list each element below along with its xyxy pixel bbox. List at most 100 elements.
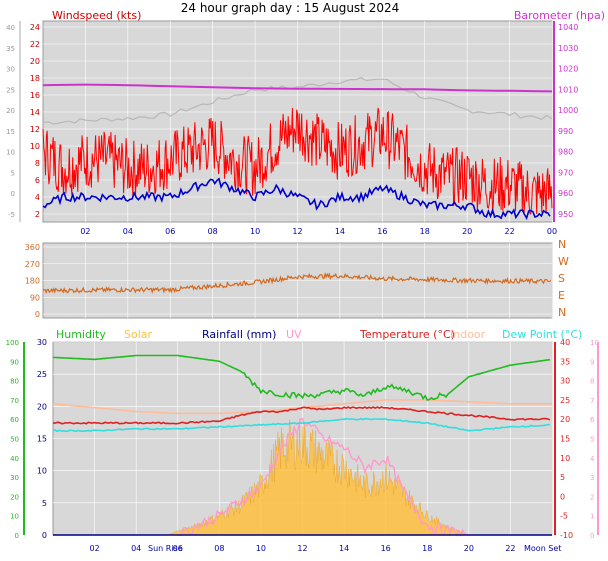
humidity-tick-label: 100	[6, 339, 19, 347]
temperature-tick-label: 35	[560, 357, 570, 366]
legend-entry: Indoor	[450, 328, 486, 341]
temperature-tick-label: 0	[560, 492, 565, 501]
rainfall-tick-label: 25	[37, 370, 47, 379]
x-tick-label: 06	[173, 544, 183, 553]
x-tick-label: 18	[422, 544, 432, 553]
legend-entry: Rainfall (mm)	[202, 328, 276, 341]
uv-tick-label: 9	[590, 358, 594, 366]
barometer-line	[42, 83, 553, 93]
rainfall-tick-label: 15	[37, 435, 47, 444]
faint-tick-label: 35	[6, 45, 15, 53]
temperature-line	[52, 406, 551, 425]
uv-tick-label: 7	[590, 397, 594, 405]
wind-tick-label: 6	[35, 176, 40, 185]
legend-entry: UV	[286, 328, 302, 341]
uv-line	[177, 418, 468, 537]
baro-tick-label: 990	[558, 127, 573, 136]
faint-tick-label: 5	[11, 169, 15, 177]
humidity-tick-label: 80	[10, 378, 19, 386]
x-tick-label: 00	[547, 227, 557, 236]
faint-tick-label: 10	[6, 149, 15, 157]
direction-tick-label: 0	[35, 310, 40, 319]
compass-label: N	[558, 238, 566, 251]
faint-tick-label: -5	[8, 211, 15, 219]
faint-tick-label: 25	[6, 86, 15, 94]
wind-tick-label: 4	[35, 193, 40, 202]
x-tick-label: 20	[464, 544, 474, 553]
x-tick-label: 02	[89, 544, 99, 553]
x-tick-label: 12	[292, 227, 302, 236]
faint-series-line	[42, 77, 553, 125]
temperature-tick-label: 15	[560, 435, 570, 444]
wind-tick-label: 12	[30, 125, 40, 134]
wind-axis-label: Windspeed (kts)	[52, 9, 141, 22]
legend-entry: Dew Point (°C)	[502, 328, 582, 341]
humidity-tick-label: 50	[10, 436, 19, 444]
rainfall-tick-label: 10	[37, 467, 47, 476]
temperature-tick-label: 20	[560, 415, 570, 424]
humidity-tick-label: 20	[10, 493, 19, 501]
wind-tick-label: 24	[30, 23, 40, 32]
x-tick-label: 04	[131, 544, 141, 553]
wind-tick-label: 8	[35, 159, 40, 168]
x-tick-label: 16	[381, 544, 391, 553]
wind-tick-label: 22	[30, 40, 40, 49]
uv-tick-label: 1	[590, 513, 594, 521]
uv-tick-label: 8	[590, 378, 594, 386]
compass-label: E	[558, 289, 565, 302]
baro-tick-label: 1020	[558, 65, 578, 74]
dewpoint-line	[53, 417, 550, 433]
temperature-panel: 1009080706050403020100302520151050403530…	[6, 328, 599, 553]
legend-entry: Humidity	[56, 328, 106, 341]
faint-tick-label: 30	[6, 66, 15, 74]
compass-label: N	[558, 306, 566, 319]
x-tick-label: 14	[339, 544, 349, 553]
sunrise-marker: Sun Rise	[148, 544, 183, 553]
wind-tick-label: 10	[30, 142, 40, 151]
temperature-tick-label: 10	[560, 454, 570, 463]
temperature-tick-label: -5	[560, 512, 568, 521]
x-tick-label: 22	[504, 227, 514, 236]
compass-label: W	[558, 255, 569, 268]
temperature-tick-label: 25	[560, 396, 570, 405]
x-tick-label: 08	[214, 544, 224, 553]
uv-tick-label: 6	[590, 416, 595, 424]
baro-tick-label: 980	[558, 148, 573, 157]
faint-tick-label: 0	[11, 190, 15, 198]
wind-tick-label: 18	[30, 74, 40, 83]
temperature-tick-label: 40	[560, 338, 570, 347]
moonset-marker: Moon Set	[524, 544, 561, 553]
x-tick-label: 04	[123, 227, 133, 236]
x-tick-label: 18	[420, 227, 430, 236]
x-tick-label: 12	[297, 544, 307, 553]
baro-tick-label: 950	[558, 210, 573, 219]
direction-tick-label: 270	[25, 260, 40, 269]
humidity-line	[52, 354, 550, 401]
uv-tick-label: 0	[590, 532, 594, 540]
x-tick-label: 14	[335, 227, 345, 236]
wind-tick-label: 14	[30, 108, 40, 117]
humidity-tick-label: 90	[10, 358, 19, 366]
uv-tick-label: 10	[590, 339, 599, 347]
x-tick-label: 06	[165, 227, 175, 236]
legend-entry: Solar	[124, 328, 153, 341]
temperature-tick-label: 30	[560, 377, 570, 386]
wind-panel: 24 22 20 18 16 14 12 10 8 6 4 2 40 35 30 25 20 15 10 5 0 -5 10…	[6, 9, 605, 236]
baro-tick-label: 1030	[558, 44, 578, 53]
wind-tick-label: 2	[35, 210, 40, 219]
rainfall-tick-label: 20	[37, 402, 47, 411]
humidity-tick-label: 40	[10, 455, 19, 463]
compass-label: S	[558, 272, 565, 285]
direction-tick-label: 180	[25, 277, 40, 286]
baro-tick-label: 1000	[558, 106, 578, 115]
humidity-tick-label: 60	[10, 416, 19, 424]
average-wind-line	[42, 177, 551, 221]
wind-tick-label: 20	[30, 57, 40, 66]
uv-tick-label: 4	[590, 455, 595, 463]
wind-tick-label: 16	[30, 91, 40, 100]
baro-tick-label: 1010	[558, 85, 578, 94]
baro-axis-label: Barometer (hpa)	[514, 9, 605, 22]
rainfall-tick-label: 30	[37, 338, 47, 347]
faint-tick-label: 20	[6, 107, 15, 115]
